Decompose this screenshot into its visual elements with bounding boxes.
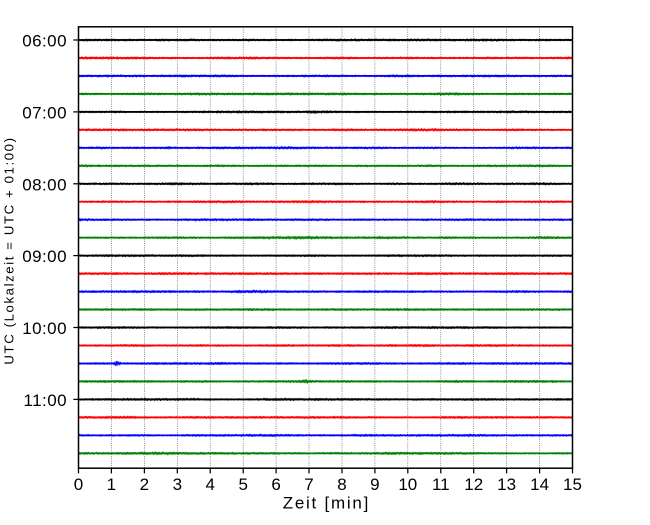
svg-text:11:00: 11:00 — [23, 391, 67, 410]
svg-text:UTC (Lokalzeit = UTC + 01:00): UTC (Lokalzeit = UTC + 01:00) — [2, 136, 17, 364]
svg-text:2: 2 — [140, 475, 149, 494]
svg-text:6: 6 — [271, 475, 280, 494]
svg-text:9: 9 — [370, 475, 379, 494]
svg-text:10:00: 10:00 — [22, 319, 67, 338]
svg-text:12: 12 — [464, 475, 483, 494]
svg-text:14: 14 — [530, 475, 549, 494]
svg-text:8: 8 — [337, 475, 346, 494]
svg-text:11: 11 — [432, 475, 450, 494]
svg-text:08:00: 08:00 — [22, 175, 67, 194]
svg-text:4: 4 — [205, 475, 214, 494]
svg-text:10: 10 — [398, 475, 417, 494]
svg-text:15: 15 — [563, 475, 582, 494]
svg-text:5: 5 — [238, 475, 247, 494]
svg-text:13: 13 — [497, 475, 516, 494]
svg-text:07:00: 07:00 — [22, 104, 67, 123]
svg-text:3: 3 — [173, 475, 182, 494]
svg-text:1: 1 — [107, 475, 116, 494]
svg-text:09:00: 09:00 — [22, 247, 67, 266]
svg-text:0: 0 — [74, 475, 83, 494]
svg-text:Zeit [min]: Zeit [min] — [283, 494, 370, 513]
svg-text:7: 7 — [304, 475, 313, 494]
svg-text:06:00: 06:00 — [22, 32, 67, 51]
